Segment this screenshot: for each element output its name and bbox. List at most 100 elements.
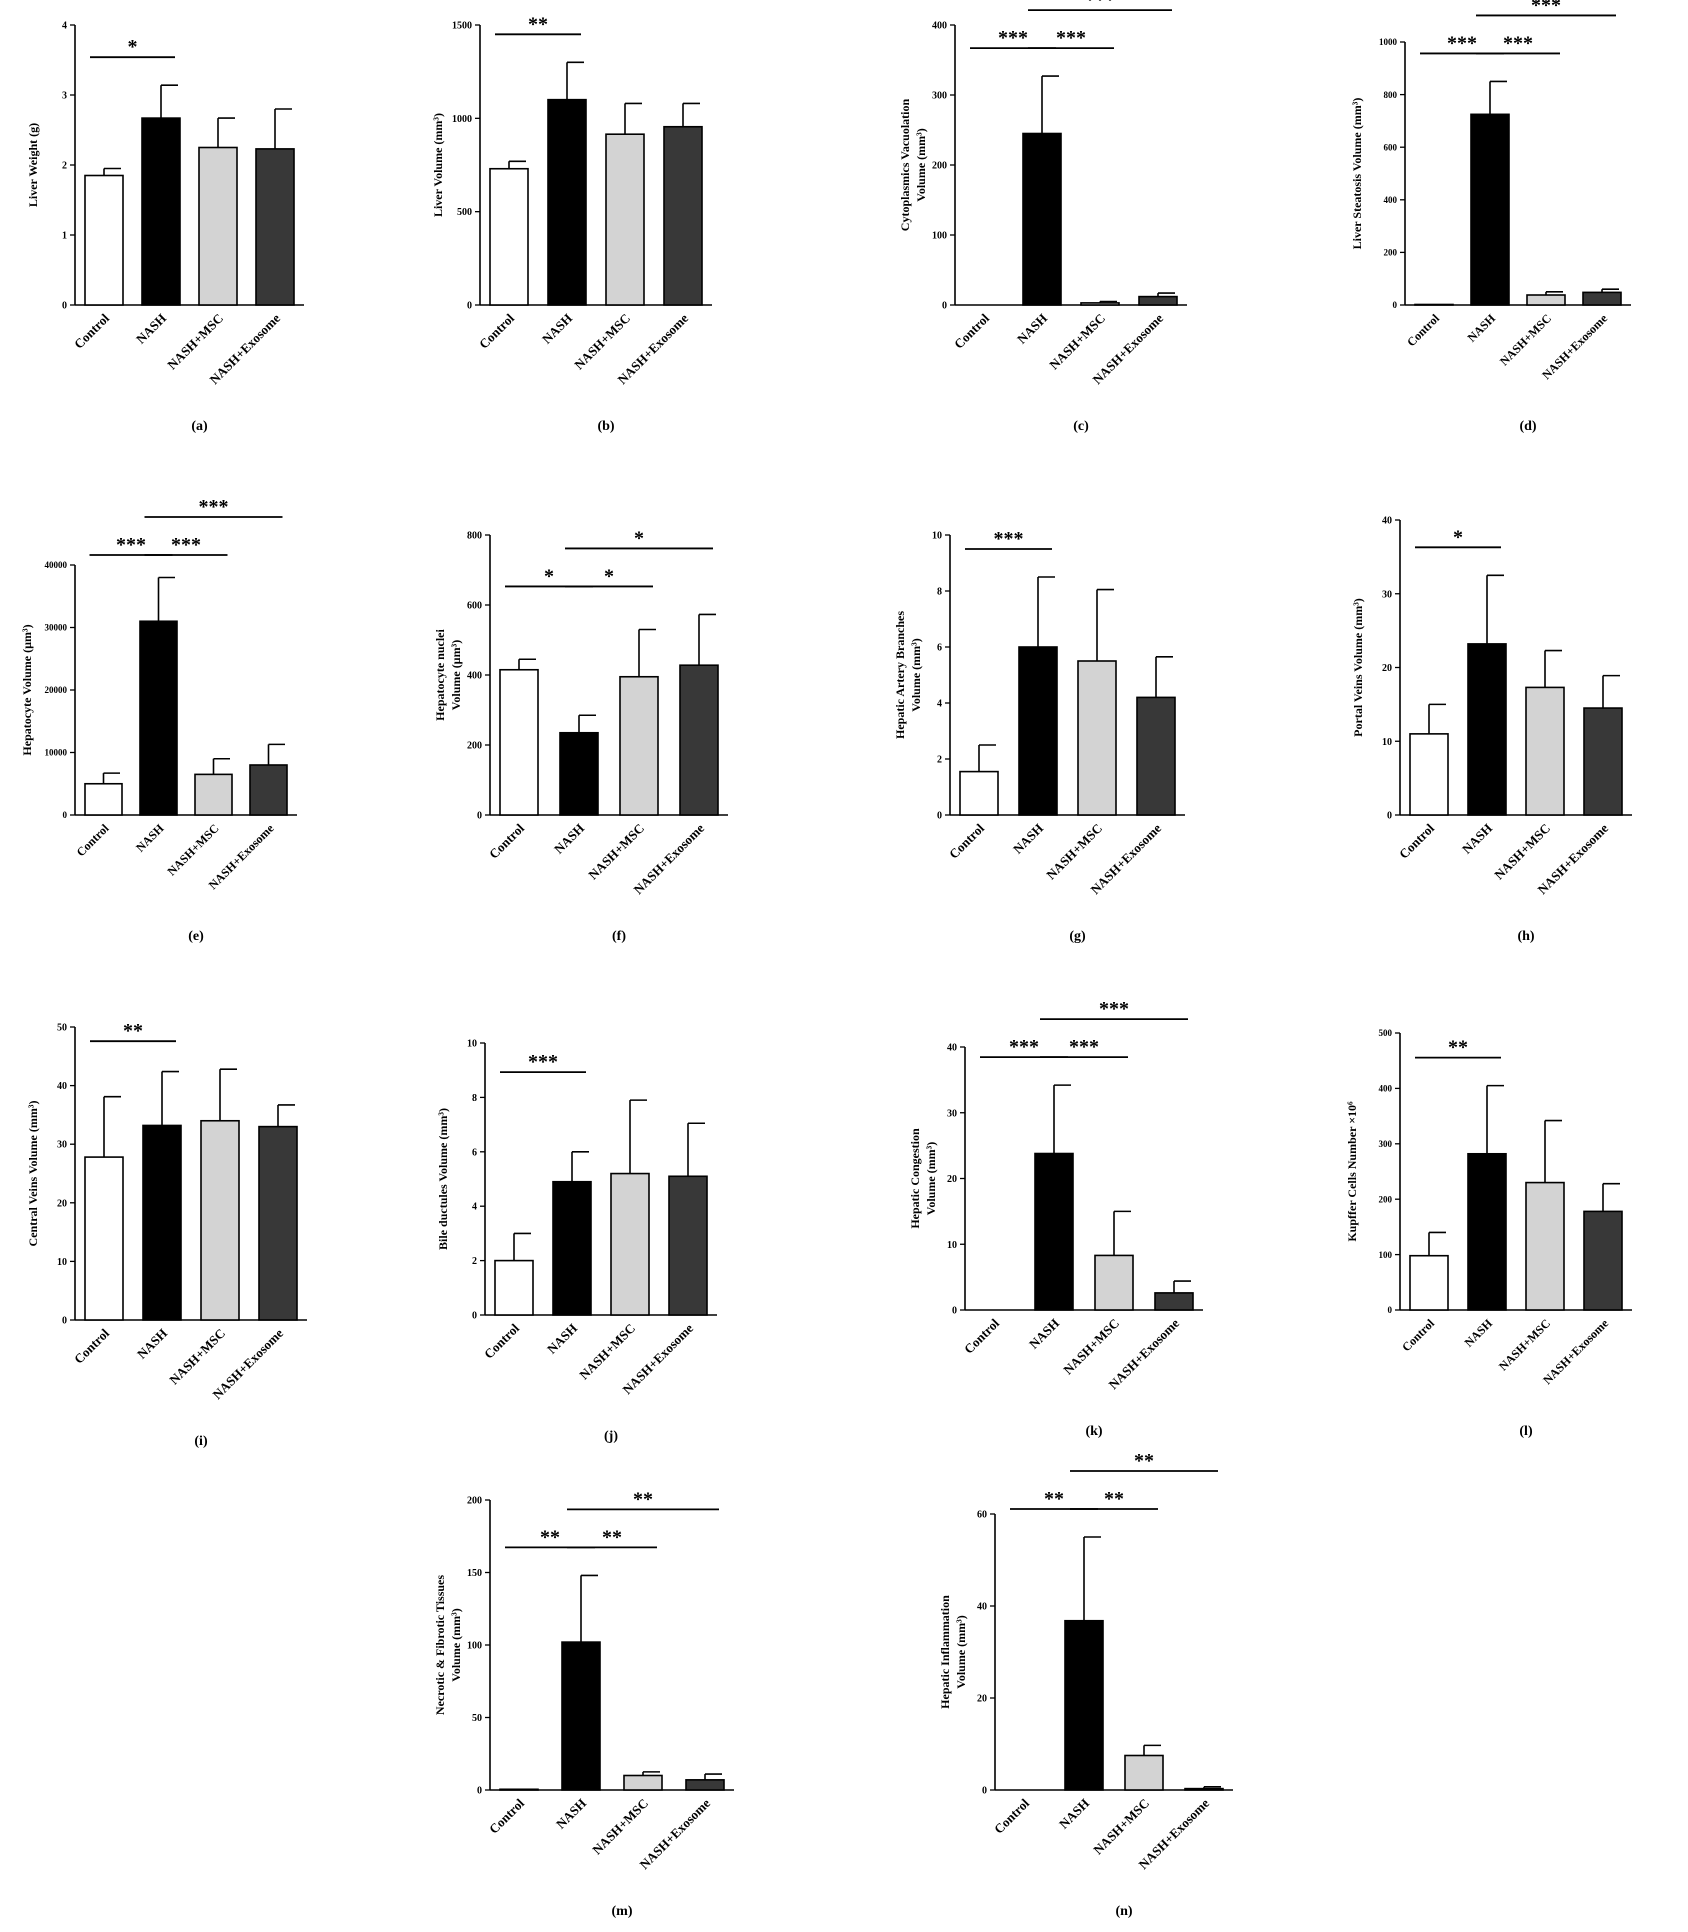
y-tick-label: 20: [947, 1174, 957, 1185]
significance-stars: ***: [171, 534, 201, 556]
panel-label: (g): [1069, 929, 1086, 944]
y-tick-label: 200: [932, 161, 947, 172]
y-tick-label: 500: [457, 207, 472, 218]
significance-stars: ***: [1009, 1036, 1039, 1058]
chart-panel-g: 0 2 4 6 8 10 Hepatic Artery Branches Volume (mm…: [893, 528, 1185, 944]
y-tick-label: 8: [937, 587, 942, 598]
y-tick-label: 6: [937, 643, 942, 654]
panel-label: (h): [1517, 929, 1534, 944]
y-tick-label: 20000: [45, 685, 68, 695]
y-axis-label: Necrotic & Fibrotic Tissues Volume (mm³): [433, 1575, 463, 1715]
chart-panel-m: 0 50 100 150 200 Necrotic & Fibrotic Tissues V…: [433, 1488, 734, 1919]
significance-stars: ***: [1531, 0, 1561, 16]
chart-panel-j: 0 2 4 6 8 10 Bile ductules Volume (mm³) Control…: [436, 1039, 717, 1444]
bar-nash-exosome: [1136, 696, 1176, 816]
panel-label: (d): [1519, 419, 1536, 434]
significance-stars: ***: [994, 528, 1024, 550]
y-tick-label: 50: [472, 1713, 482, 1724]
bar-nash-exosome: [1154, 1292, 1194, 1311]
y-axis-label-line: Volume (mm³): [954, 1615, 968, 1688]
bar-nash-msc: [1080, 302, 1120, 306]
significance-stars: ***: [528, 1051, 558, 1073]
y-tick-label: 1: [62, 231, 67, 242]
significance-stars: **: [1044, 1488, 1064, 1510]
y-axis-label-line: Liver Steatosis Volume (mm³): [1350, 98, 1364, 250]
chart-panel-h: 0 10 20 30 40 Portal Veins Volume (mm³) Contro…: [1351, 516, 1632, 944]
panel-label: (a): [191, 419, 208, 434]
chart-panel-a: 0 1 2 3 4 Liver Weight (g) Control NASHNASH+MSC…: [26, 21, 304, 434]
x-tick-label: NASH: [1026, 1316, 1062, 1352]
x-tick-label: Control: [481, 1320, 522, 1361]
bar-nash-msc: [605, 133, 645, 306]
y-axis-label-line: Volume (mm³): [449, 1608, 463, 1681]
bar-nash-exosome: [1582, 291, 1622, 306]
bar-nash-msc: [619, 675, 659, 816]
chart-panel-e: 0 10000 20000 30000 40000 Hepatocyte Volume (…: [20, 496, 297, 944]
x-tick-label: NASH+MSC: [1497, 311, 1554, 368]
significance-stars: ***: [1069, 1036, 1099, 1058]
bar-nash-exosome: [1184, 1787, 1224, 1791]
y-tick-label: 30000: [45, 623, 68, 633]
y-axis-label: Cytoplasmics Vacuolation Volume (mm³): [898, 99, 928, 232]
bar-control: [499, 1788, 539, 1791]
y-axis-label: Central Veins Volume (mm³): [26, 1101, 40, 1247]
bar-nash-msc: [1077, 660, 1117, 816]
x-tick-label: NASH: [539, 311, 575, 347]
y-tick-label: 8: [472, 1093, 477, 1104]
y-axis-label: Liver Weight (g): [26, 123, 40, 207]
bar-nash: [1470, 113, 1510, 306]
y-tick-label: 200: [467, 1496, 482, 1507]
y-axis-label-line: Hepatic Artery Branches: [893, 611, 907, 739]
y-tick-label: 0: [62, 301, 67, 312]
y-tick-label: 30: [947, 1108, 957, 1119]
significance-stars: **: [528, 13, 548, 35]
y-axis-label: Liver Volume (mm³): [431, 113, 445, 217]
significance-stars: **: [540, 1526, 560, 1548]
bar-nash-exosome: [255, 148, 295, 306]
x-tick-label: NASH: [553, 1796, 589, 1832]
panel-label: (e): [188, 929, 204, 944]
bar-nash-msc: [1094, 1254, 1134, 1311]
y-tick-label: 0: [1393, 300, 1398, 310]
y-tick-label: 30: [1382, 589, 1392, 600]
bar-nash: [552, 1180, 592, 1316]
bar-nash: [1034, 1152, 1074, 1311]
bar-nash: [1018, 646, 1058, 816]
y-tick-label: 0: [62, 1316, 67, 1327]
y-tick-label: 40: [977, 1602, 987, 1613]
x-tick-label: Control: [476, 310, 517, 351]
y-axis-label-line: Liver Volume (mm³): [431, 113, 445, 217]
y-tick-label: 1000: [1379, 37, 1398, 47]
significance-stars: ***: [116, 534, 146, 556]
significance-stars: ***: [1503, 32, 1533, 54]
x-tick-label: NASH+MSC: [1060, 1316, 1122, 1378]
y-axis-label: Hepatic Congestion Volume (mm³): [908, 1128, 938, 1229]
y-axis-label: Portal Veins Volume (mm³): [1351, 598, 1365, 737]
bar-control: [1409, 1254, 1449, 1311]
y-tick-label: 10: [932, 531, 942, 542]
bar-control: [959, 770, 999, 816]
y-tick-label: 2: [62, 161, 67, 172]
x-tick-label: NASH+MSC: [164, 821, 221, 878]
bar-nash-exosome: [668, 1175, 708, 1316]
significance-stars: ***: [1056, 27, 1086, 49]
y-tick-label: 300: [1379, 1139, 1393, 1149]
y-tick-label: 20: [1382, 663, 1392, 674]
y-tick-label: 0: [1387, 811, 1392, 822]
x-tick-label: NASH: [133, 311, 169, 347]
bar-nash: [547, 98, 587, 306]
y-tick-label: 4: [62, 21, 67, 32]
y-tick-label: 100: [932, 231, 947, 242]
bar-nash-exosome: [1583, 707, 1623, 816]
x-tick-label: NASH+MSC: [1043, 821, 1105, 883]
bar-nash: [1467, 1152, 1507, 1311]
x-tick-label: NASH+MSC: [166, 1326, 228, 1388]
significance-stars: *: [128, 36, 138, 58]
significance-stars: **: [1134, 1450, 1154, 1472]
x-tick-label: Control: [1396, 820, 1437, 861]
bar-nash-msc: [194, 773, 233, 816]
y-axis-label-line: Volume (µm³): [449, 640, 463, 710]
significance-stars: *: [634, 527, 644, 549]
significance-stars: **: [1104, 1488, 1124, 1510]
